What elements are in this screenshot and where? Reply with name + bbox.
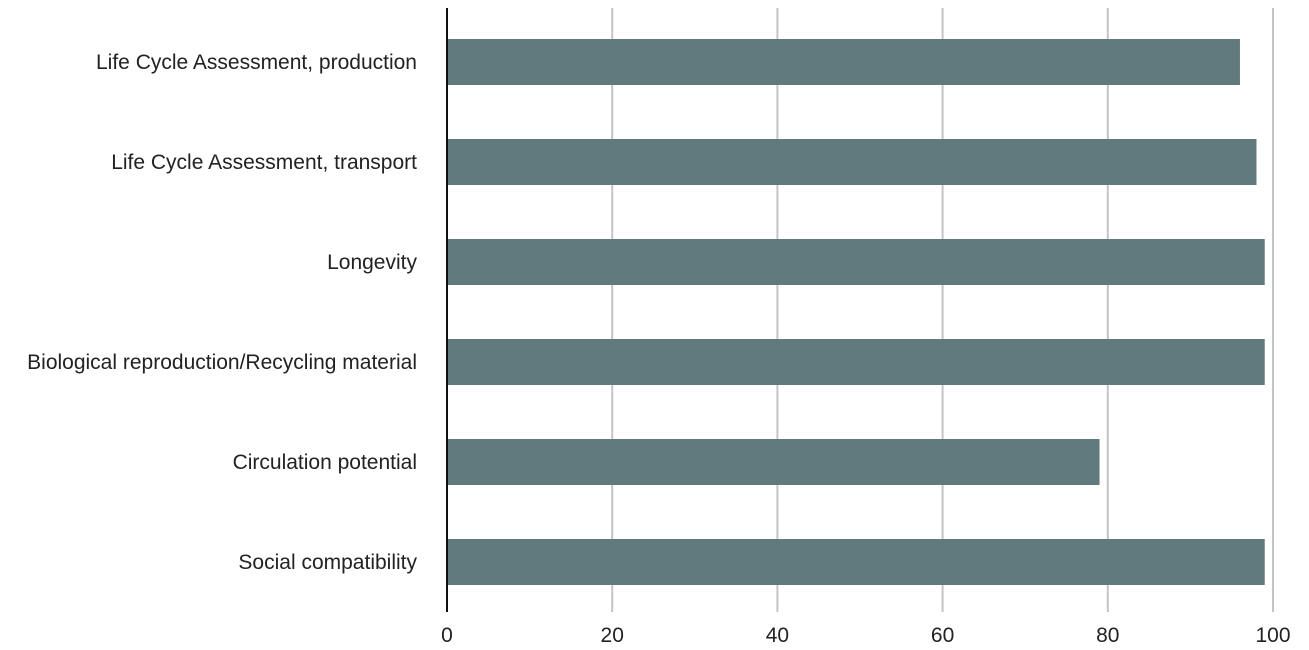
bar — [447, 339, 1265, 385]
bar — [447, 39, 1240, 85]
category-label: Social compatibility — [238, 551, 417, 574]
category-labels: Life Cycle Assessment, production Life Cy… — [27, 51, 417, 574]
x-tick-label: 60 — [931, 624, 954, 647]
category-label: Circulation potential — [233, 451, 417, 474]
bar — [447, 439, 1100, 485]
x-tick-label: 20 — [601, 624, 624, 647]
x-tick-label: 100 — [1255, 624, 1290, 647]
x-tick-label: 0 — [441, 624, 453, 647]
bars — [447, 39, 1265, 585]
x-axis-tick-labels: 0 20 40 60 80 100 — [441, 624, 1290, 647]
category-label: Longevity — [327, 251, 417, 274]
bar — [447, 539, 1265, 585]
x-tick-label: 80 — [1096, 624, 1119, 647]
bar — [447, 239, 1265, 285]
x-tick-label: 40 — [766, 624, 789, 647]
category-label: Life Cycle Assessment, transport — [111, 151, 417, 174]
bar — [447, 139, 1257, 185]
category-label: Biological reproduction/Recycling materi… — [27, 351, 417, 374]
category-label: Life Cycle Assessment, production — [96, 51, 417, 74]
grid-lines — [611, 8, 1274, 612]
